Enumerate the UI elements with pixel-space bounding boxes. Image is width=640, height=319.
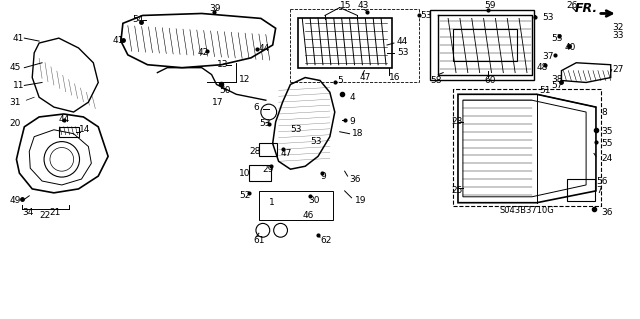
Text: 51: 51 bbox=[540, 86, 551, 95]
Text: 37: 37 bbox=[543, 52, 554, 61]
Text: 39: 39 bbox=[210, 4, 221, 13]
Text: 36: 36 bbox=[349, 174, 361, 183]
Text: 52: 52 bbox=[239, 191, 251, 200]
Text: 56: 56 bbox=[596, 176, 607, 186]
Text: 35: 35 bbox=[601, 127, 612, 136]
Text: S043B3710G: S043B3710G bbox=[500, 205, 554, 215]
Text: 44: 44 bbox=[59, 115, 70, 124]
Text: 4: 4 bbox=[349, 93, 355, 102]
Text: 16: 16 bbox=[389, 73, 401, 82]
Text: 44: 44 bbox=[259, 44, 270, 54]
Text: 9: 9 bbox=[320, 172, 326, 181]
Text: 53: 53 bbox=[543, 13, 554, 22]
Text: 46: 46 bbox=[302, 211, 314, 220]
Text: 9: 9 bbox=[349, 117, 355, 126]
Text: 53: 53 bbox=[420, 11, 432, 20]
Bar bbox=[249, 165, 271, 181]
Text: 54: 54 bbox=[132, 15, 144, 24]
Text: 12: 12 bbox=[239, 75, 251, 84]
Bar bbox=[298, 19, 392, 68]
Text: 53: 53 bbox=[397, 48, 408, 57]
Bar bbox=[453, 29, 517, 61]
Text: 28: 28 bbox=[249, 147, 260, 156]
Text: 29: 29 bbox=[263, 165, 274, 174]
Bar bbox=[259, 143, 276, 156]
Text: 45: 45 bbox=[10, 63, 21, 72]
Bar bbox=[430, 10, 534, 80]
Text: 40: 40 bbox=[564, 43, 576, 52]
Text: 44: 44 bbox=[397, 37, 408, 46]
Bar bbox=[453, 89, 601, 206]
Text: 22: 22 bbox=[39, 211, 51, 220]
Text: 42: 42 bbox=[198, 48, 209, 57]
Text: 30: 30 bbox=[308, 196, 319, 205]
Text: 53: 53 bbox=[291, 125, 302, 134]
Text: 38: 38 bbox=[552, 75, 563, 84]
Text: 18: 18 bbox=[351, 129, 363, 138]
Text: 19: 19 bbox=[355, 196, 366, 205]
Text: 47: 47 bbox=[280, 149, 292, 158]
Text: 61: 61 bbox=[253, 236, 264, 245]
Text: 26: 26 bbox=[566, 1, 578, 10]
Text: 48: 48 bbox=[537, 63, 548, 72]
Text: 27: 27 bbox=[612, 65, 624, 74]
Text: 23: 23 bbox=[451, 117, 463, 126]
Text: 8: 8 bbox=[601, 108, 607, 116]
Text: 15: 15 bbox=[340, 1, 351, 10]
Text: 31: 31 bbox=[10, 98, 21, 107]
Text: 41: 41 bbox=[13, 33, 24, 43]
Text: 53: 53 bbox=[552, 33, 563, 43]
Text: 11: 11 bbox=[13, 81, 24, 90]
Text: 41: 41 bbox=[113, 36, 124, 45]
Text: 13: 13 bbox=[216, 60, 228, 69]
Text: 57: 57 bbox=[552, 81, 563, 90]
Text: 59: 59 bbox=[484, 1, 496, 10]
Text: 34: 34 bbox=[22, 208, 34, 217]
Text: 1: 1 bbox=[269, 198, 275, 207]
Text: 36: 36 bbox=[601, 208, 612, 217]
Text: 5: 5 bbox=[338, 76, 344, 85]
Text: 53: 53 bbox=[310, 137, 322, 146]
Text: 10: 10 bbox=[239, 169, 251, 178]
Text: 60: 60 bbox=[484, 76, 496, 85]
Text: 21: 21 bbox=[49, 208, 60, 217]
Text: 58: 58 bbox=[430, 76, 442, 85]
Text: 43: 43 bbox=[358, 1, 369, 10]
Text: 33: 33 bbox=[612, 31, 624, 40]
Text: 49: 49 bbox=[10, 196, 21, 205]
Text: 6: 6 bbox=[253, 103, 259, 112]
Text: 32: 32 bbox=[612, 23, 624, 32]
Text: 47: 47 bbox=[360, 73, 371, 82]
Bar bbox=[568, 179, 595, 201]
Text: 14: 14 bbox=[79, 125, 90, 134]
Text: 17: 17 bbox=[212, 98, 223, 107]
Text: 7: 7 bbox=[596, 186, 602, 195]
Text: 62: 62 bbox=[320, 236, 332, 245]
Bar bbox=[259, 191, 333, 220]
Text: 53: 53 bbox=[259, 119, 270, 128]
Text: 55: 55 bbox=[601, 139, 612, 148]
Text: 50: 50 bbox=[220, 86, 231, 95]
Text: 20: 20 bbox=[10, 119, 21, 128]
Text: 24: 24 bbox=[601, 154, 612, 163]
Text: FR.: FR. bbox=[574, 2, 597, 14]
Text: 25: 25 bbox=[451, 186, 463, 195]
